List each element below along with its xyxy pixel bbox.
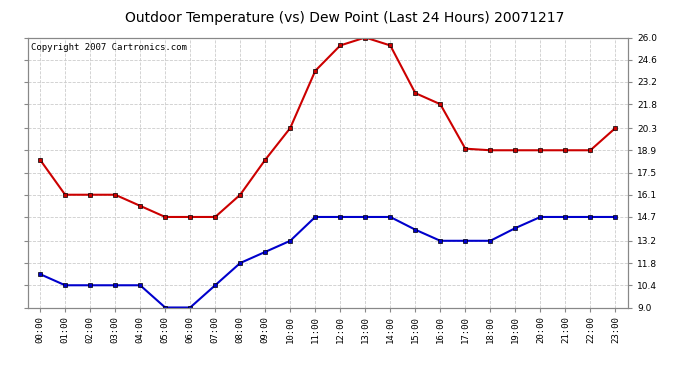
Text: Outdoor Temperature (vs) Dew Point (Last 24 Hours) 20071217: Outdoor Temperature (vs) Dew Point (Last…	[126, 11, 564, 25]
Text: Copyright 2007 Cartronics.com: Copyright 2007 Cartronics.com	[30, 43, 186, 52]
